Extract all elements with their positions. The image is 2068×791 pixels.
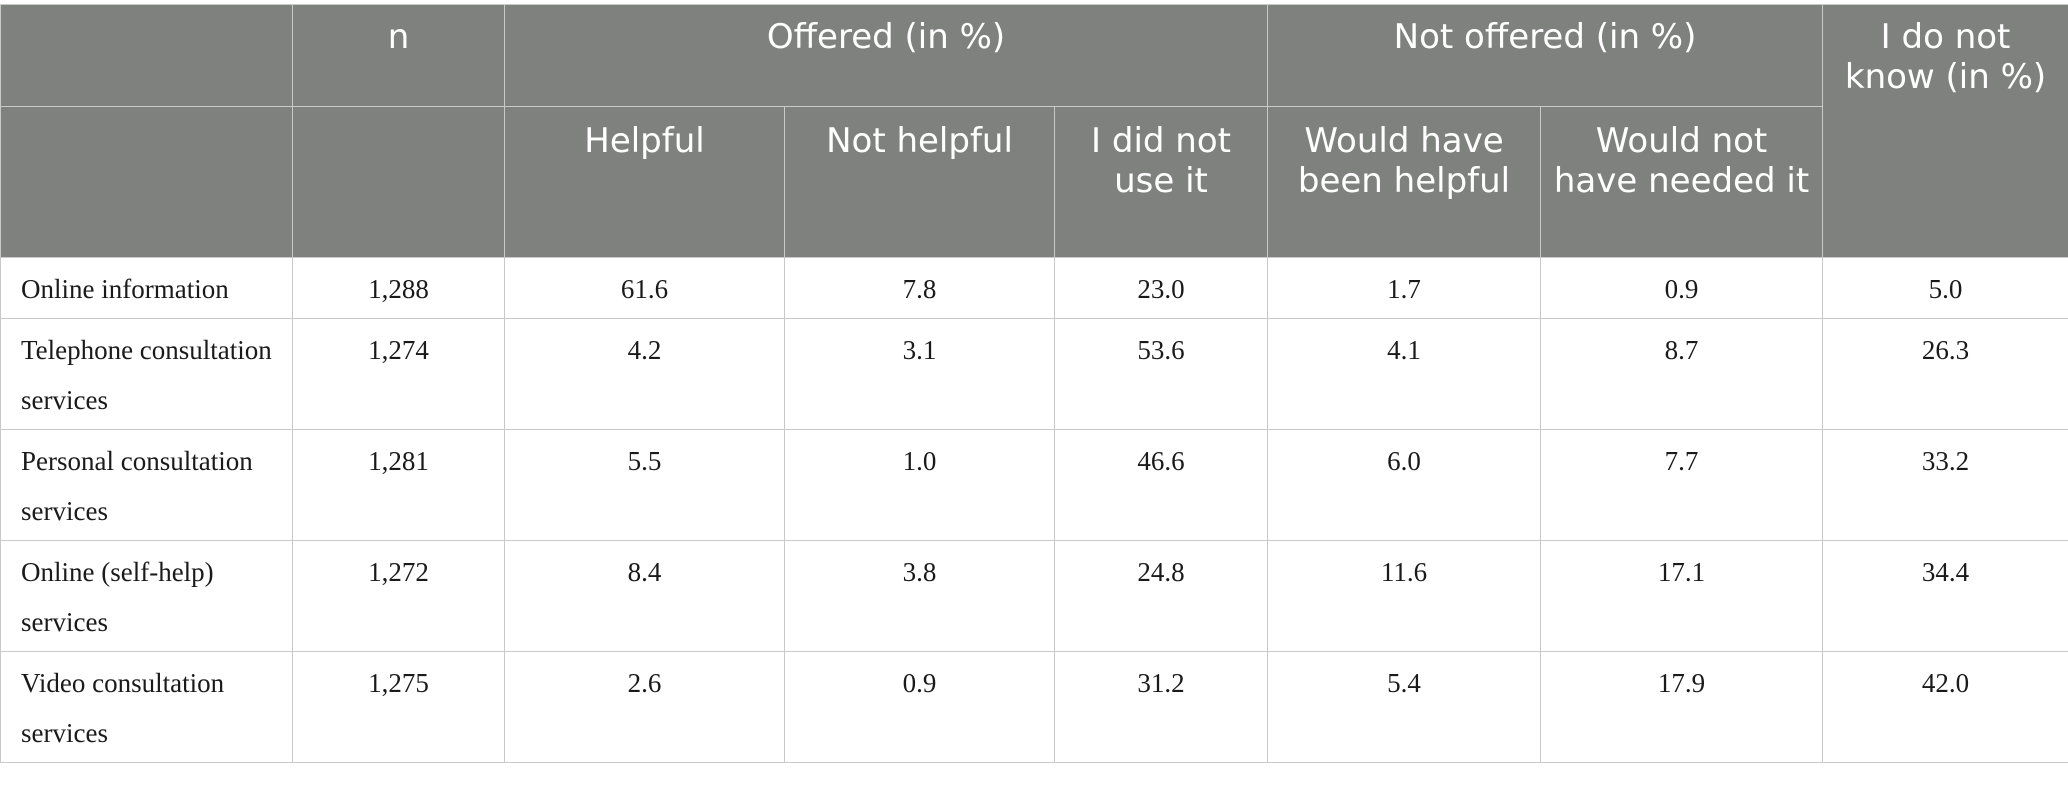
cell-dont-know: 26.3 bbox=[1822, 318, 2068, 430]
cell-not-needed: 7.7 bbox=[1540, 429, 1824, 541]
cell-dont-know: 42.0 bbox=[1822, 651, 2068, 763]
cell-helpful: 8.4 bbox=[504, 540, 785, 652]
cell-would-help: 11.6 bbox=[1267, 540, 1542, 652]
table-row: Online information 1,288 61.6 7.8 23.0 1… bbox=[0, 257, 2068, 319]
cell-not-needed: 17.1 bbox=[1540, 540, 1824, 652]
row-label: Online (self-help) services bbox=[0, 540, 293, 652]
table-header: n Offered (in %) Not offered (in %) I do… bbox=[0, 4, 2068, 258]
cell-did-not-use: 24.8 bbox=[1053, 540, 1269, 652]
header-offered: Offered (in %) bbox=[503, 4, 1269, 107]
row-label: Video consultation services bbox=[0, 651, 293, 763]
cell-helpful: 61.6 bbox=[504, 257, 785, 319]
cell-n: 1,288 bbox=[292, 257, 505, 319]
cell-would-help: 6.0 bbox=[1267, 429, 1542, 541]
cell-dont-know: 5.0 bbox=[1822, 257, 2068, 319]
header-dont-know: I do not know (in %) bbox=[1822, 4, 2068, 258]
cell-not-needed: 8.7 bbox=[1540, 318, 1824, 430]
cell-did-not-use: 53.6 bbox=[1053, 318, 1269, 430]
cell-not-helpful: 7.8 bbox=[784, 257, 1055, 319]
table-row: Telephone consultation services 1,274 4.… bbox=[0, 318, 2068, 430]
header-would-have-been-helpful: Would have been helpful bbox=[1267, 106, 1542, 258]
cell-dont-know: 34.4 bbox=[1822, 540, 2068, 652]
header-not-helpful: Not helpful bbox=[784, 106, 1055, 258]
header-helpful: Helpful bbox=[504, 106, 785, 258]
cell-n: 1,281 bbox=[292, 429, 505, 541]
cell-not-helpful: 0.9 bbox=[784, 651, 1055, 763]
header-n: n bbox=[292, 4, 505, 107]
cell-would-help: 4.1 bbox=[1267, 318, 1542, 430]
header-sub-empty-label bbox=[0, 106, 293, 258]
header-row-sub: Helpful Not helpful I did not use it Wou… bbox=[0, 106, 2068, 258]
cell-would-help: 5.4 bbox=[1267, 651, 1542, 763]
header-sub-empty-n bbox=[292, 106, 505, 258]
cell-dont-know: 33.2 bbox=[1822, 429, 2068, 541]
row-label: Personal consultation services bbox=[0, 429, 293, 541]
header-would-not-have-needed: Would not have needed it bbox=[1540, 106, 1824, 258]
table-row: Personal consultation services 1,281 5.5… bbox=[0, 429, 2068, 541]
cell-not-needed: 0.9 bbox=[1540, 257, 1824, 319]
cell-helpful: 4.2 bbox=[504, 318, 785, 430]
cell-helpful: 2.6 bbox=[504, 651, 785, 763]
cell-did-not-use: 46.6 bbox=[1053, 429, 1269, 541]
cell-not-helpful: 3.1 bbox=[784, 318, 1055, 430]
row-label: Online information bbox=[0, 257, 293, 319]
table-row: Online (self-help) services 1,272 8.4 3.… bbox=[0, 540, 2068, 652]
header-not-offered: Not offered (in %) bbox=[1267, 4, 1824, 107]
cell-would-help: 1.7 bbox=[1267, 257, 1542, 319]
header-corner-cell bbox=[0, 4, 293, 107]
cell-n: 1,275 bbox=[292, 651, 505, 763]
cell-helpful: 5.5 bbox=[504, 429, 785, 541]
cell-not-needed: 17.9 bbox=[1540, 651, 1824, 763]
table-body: Online information 1,288 61.6 7.8 23.0 1… bbox=[0, 257, 2068, 763]
results-table: n Offered (in %) Not offered (in %) I do… bbox=[0, 4, 2068, 763]
table-row: Video consultation services 1,275 2.6 0.… bbox=[0, 651, 2068, 763]
header-row-top: n Offered (in %) Not offered (in %) I do… bbox=[0, 4, 2068, 258]
header-did-not-use: I did not use it bbox=[1053, 106, 1269, 258]
cell-not-helpful: 1.0 bbox=[784, 429, 1055, 541]
row-label: Telephone consultation services bbox=[0, 318, 293, 430]
cell-did-not-use: 23.0 bbox=[1053, 257, 1269, 319]
cell-n: 1,274 bbox=[292, 318, 505, 430]
cell-did-not-use: 31.2 bbox=[1053, 651, 1269, 763]
cell-n: 1,272 bbox=[292, 540, 505, 652]
cell-not-helpful: 3.8 bbox=[784, 540, 1055, 652]
